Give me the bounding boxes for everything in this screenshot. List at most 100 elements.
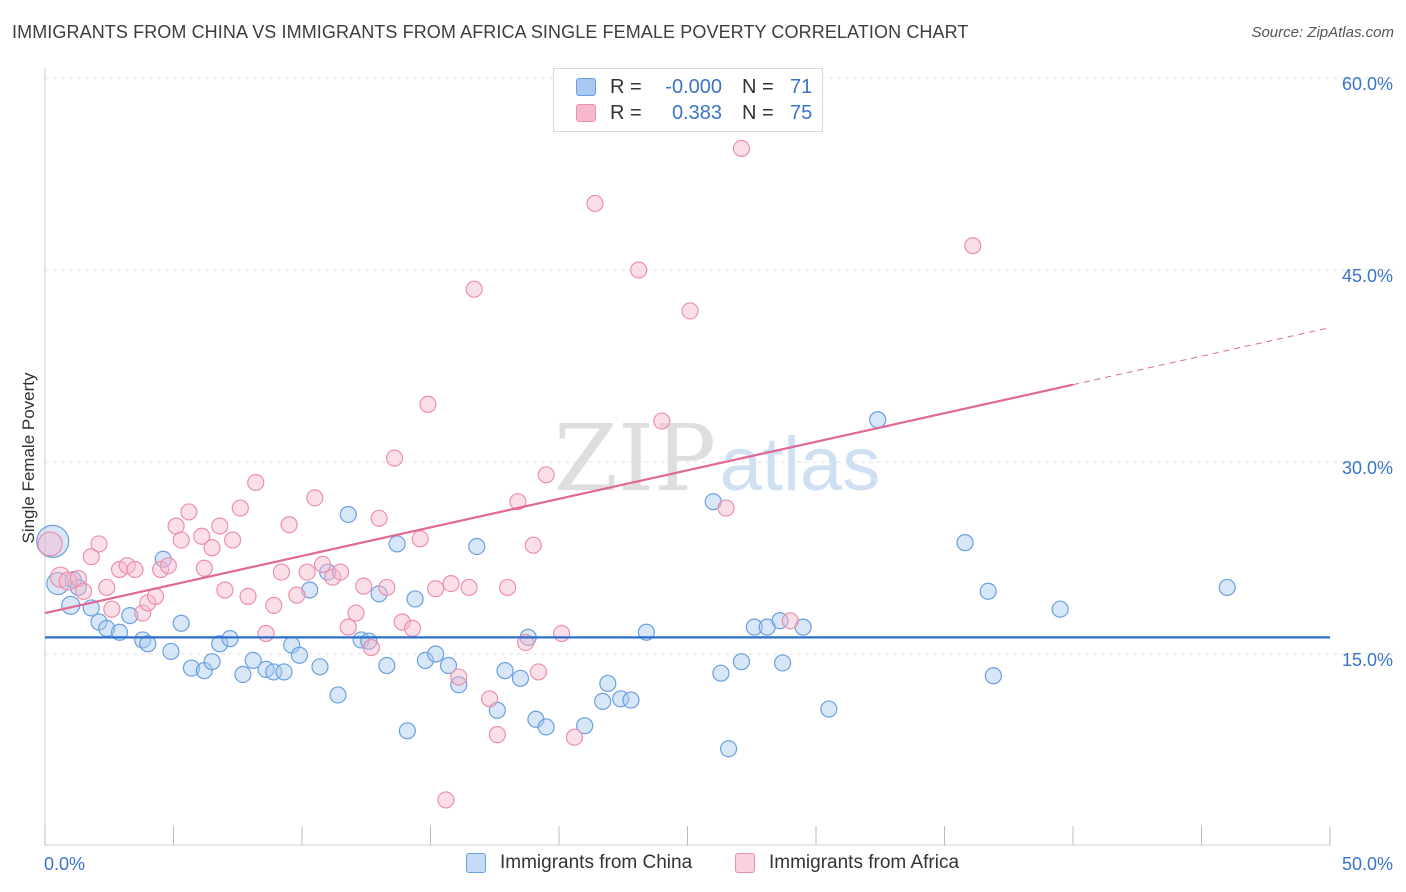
africa-point-55 <box>465 280 483 298</box>
china-r-label: R = <box>610 75 642 98</box>
africa-point-64 <box>552 624 571 643</box>
china-point-35 <box>378 656 396 675</box>
china-n-label: N = <box>742 75 774 98</box>
china-point-59 <box>732 653 751 671</box>
series-china-points <box>36 411 1236 758</box>
africa-point-2 <box>58 571 78 591</box>
africa-point-20 <box>193 527 211 545</box>
africa-point-36 <box>313 555 332 574</box>
china-point-11 <box>139 635 157 653</box>
china-point-51 <box>594 692 612 710</box>
africa-point-23 <box>211 517 229 535</box>
africa-point-5 <box>82 548 100 566</box>
africa-point-38 <box>331 563 350 581</box>
africa-point-65 <box>565 728 584 746</box>
africa-point-72 <box>781 612 799 630</box>
chart-title: IMMIGRANTS FROM CHINA VS IMMIGRANTS FROM… <box>12 22 969 42</box>
y-tick-label-0: 15.0% <box>1342 650 1393 670</box>
china-point-19 <box>221 630 239 648</box>
china-point-14 <box>172 614 190 632</box>
china-point-15 <box>182 659 201 677</box>
africa-point-11 <box>126 560 144 579</box>
watermark-atlas: atlas <box>720 422 881 507</box>
africa-point-31 <box>272 563 291 581</box>
series-africa-points <box>37 139 982 809</box>
china-point-26 <box>290 646 309 664</box>
china-point-30 <box>329 686 347 704</box>
africa-point-15 <box>152 560 170 579</box>
africa-point-66 <box>586 194 604 213</box>
china-point-50 <box>576 717 594 735</box>
china-point-41 <box>439 656 458 675</box>
africa-point-3 <box>69 569 88 588</box>
africa-point-57 <box>488 726 506 744</box>
africa-point-67 <box>630 261 648 279</box>
y-tick-label-3: 60.0% <box>1342 74 1393 94</box>
africa-r-label: R = <box>610 101 642 124</box>
africa-point-40 <box>347 604 365 622</box>
china-point-63 <box>773 654 792 672</box>
china-point-8 <box>110 623 129 641</box>
china-point-38 <box>406 590 424 608</box>
legend-item-china[interactable]: Immigrants from China <box>466 852 692 874</box>
x-tick-label-0: 0.0% <box>44 854 85 874</box>
africa-point-30 <box>265 596 283 614</box>
africa-point-24 <box>216 581 234 599</box>
china-point-54 <box>622 691 640 709</box>
china-legend-label: Immigrants from China <box>500 852 693 873</box>
africa-point-42 <box>362 638 380 657</box>
axes <box>44 68 1331 846</box>
africa-r-value: 0.383 <box>671 101 722 124</box>
africa-point-10 <box>118 557 136 575</box>
africa-point-19 <box>180 503 198 521</box>
china-point-18 <box>211 635 229 653</box>
china-point-57 <box>712 664 730 682</box>
china-point-17 <box>203 653 221 671</box>
y-tick-label-1: 30.0% <box>1342 458 1393 478</box>
china-point-67 <box>956 534 974 552</box>
africa-point-12 <box>134 604 152 622</box>
legend-row-africa: R = 0.383 N = 75 <box>576 101 812 125</box>
africa-point-48 <box>411 530 429 548</box>
africa-point-50 <box>427 580 445 598</box>
africa-n-label: N = <box>742 101 774 124</box>
africa-point-62 <box>529 663 548 681</box>
china-point-68 <box>979 582 997 600</box>
china-point-52 <box>599 674 617 693</box>
africa-point-34 <box>298 563 316 581</box>
africa-point-63 <box>537 466 555 484</box>
china-point-31 <box>339 505 357 524</box>
china-point-24 <box>275 663 293 681</box>
africa-point-39 <box>339 618 357 636</box>
tick-labels: 15.0% 30.0% 45.0% 60.0% 0.0% 50.0% <box>44 74 1393 874</box>
china-point-27 <box>301 581 319 599</box>
africa-point-47 <box>403 619 422 638</box>
china-point-55 <box>637 623 655 641</box>
china-point-40 <box>427 645 445 663</box>
africa-point-32 <box>280 516 298 534</box>
africa-point-43 <box>370 509 388 527</box>
china-point-69 <box>984 667 1002 685</box>
africa-point-61 <box>524 536 542 554</box>
china-point-71 <box>1218 578 1236 597</box>
africa-point-26 <box>231 499 249 517</box>
china-n-value: 71 <box>790 75 813 98</box>
x-tick-label-1: 50.0% <box>1342 854 1393 874</box>
africa-point-4 <box>74 582 93 600</box>
china-swatch <box>576 78 596 96</box>
china-point-39 <box>416 651 434 670</box>
africa-swatch <box>576 104 596 122</box>
china-point-65 <box>820 700 838 718</box>
africa-point-46 <box>393 613 411 631</box>
africa-point-16 <box>159 557 177 575</box>
africa-legend-label: Immigrants from Africa <box>769 852 960 873</box>
africa-n-value: 75 <box>790 101 813 124</box>
africa-point-41 <box>355 577 373 595</box>
africa-point-69 <box>681 302 699 320</box>
africa-point-33 <box>288 586 306 604</box>
china-point-45 <box>496 662 514 680</box>
legend-item-africa[interactable]: Immigrants from Africa <box>735 852 959 874</box>
africa-point-8 <box>103 600 121 618</box>
africa-point-53 <box>450 668 468 686</box>
